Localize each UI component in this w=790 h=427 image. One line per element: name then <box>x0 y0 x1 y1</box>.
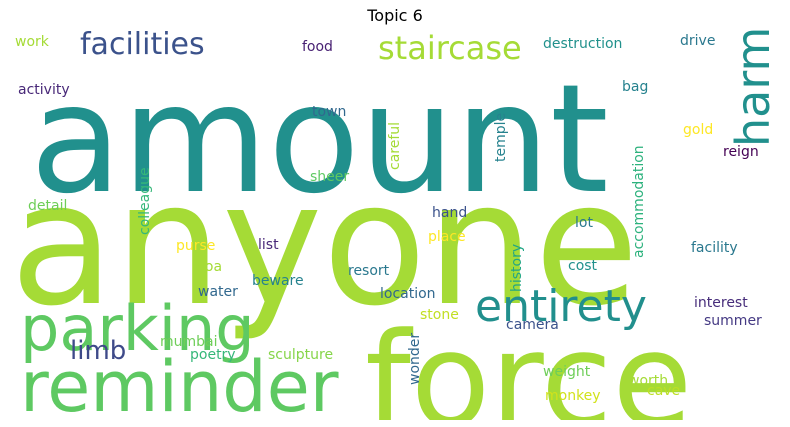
word-hand: hand <box>432 205 468 221</box>
word-cloud: amount anyone force reminder parking entirety… <box>10 30 780 420</box>
word-destruction: destruction <box>543 36 623 52</box>
word-staircase: staircase <box>378 30 522 67</box>
word-reminder: reminder <box>20 346 339 420</box>
word-wonder: wonder <box>407 332 423 385</box>
word-mumbai: mumbai <box>160 334 218 350</box>
word-cave: cave <box>647 383 681 399</box>
word-careful: careful <box>387 121 403 170</box>
word-colleague: colleague <box>137 167 153 235</box>
word-beware: beware <box>252 273 304 289</box>
word-entirety: entirety <box>475 281 647 332</box>
word-history: history <box>509 243 525 292</box>
word-activity: activity <box>18 82 70 98</box>
word-monkey: monkey <box>545 388 601 404</box>
chart-title: Topic 6 <box>367 6 423 25</box>
word-sculpture: sculpture <box>268 347 334 363</box>
word-parking: parking <box>20 292 255 365</box>
word-summer: summer <box>704 313 762 329</box>
word-work: work <box>15 34 49 50</box>
word-place: place <box>428 229 466 245</box>
word-goa: goa <box>196 259 223 275</box>
word-purse: purse <box>176 238 216 254</box>
word-harm: harm <box>726 30 780 147</box>
word-drive: drive <box>680 33 716 49</box>
word-gold: gold <box>683 122 714 138</box>
word-facilities: facilities <box>80 30 205 62</box>
word-lot: lot <box>575 215 593 231</box>
word-town: town <box>312 104 347 120</box>
word-location: location <box>380 286 436 302</box>
word-facility: facility <box>691 240 738 256</box>
word-interest: interest <box>694 295 748 311</box>
word-water: water <box>198 284 238 300</box>
word-list: list <box>258 237 279 253</box>
word-cost: cost <box>568 258 598 274</box>
word-force: force <box>365 304 693 420</box>
word-limb: limb <box>70 336 127 366</box>
word-stone: stone <box>420 307 459 323</box>
word-weight: weight <box>543 364 591 380</box>
word-sheer: sheer <box>310 169 350 185</box>
word-poetry: poetry <box>190 347 236 363</box>
word-reign: reign <box>723 144 759 160</box>
word-camera: camera <box>506 317 559 333</box>
word-anyone: anyone <box>10 146 639 344</box>
word-accommodation: accommodation <box>631 145 647 258</box>
word-temple: temple <box>493 112 509 162</box>
word-bag: bag <box>622 79 649 95</box>
word-detail: detail <box>28 198 68 214</box>
word-resort: resort <box>348 263 390 279</box>
word-worth: worth <box>628 373 669 389</box>
word-amount: amount <box>30 53 609 227</box>
word-food: food <box>302 39 333 55</box>
